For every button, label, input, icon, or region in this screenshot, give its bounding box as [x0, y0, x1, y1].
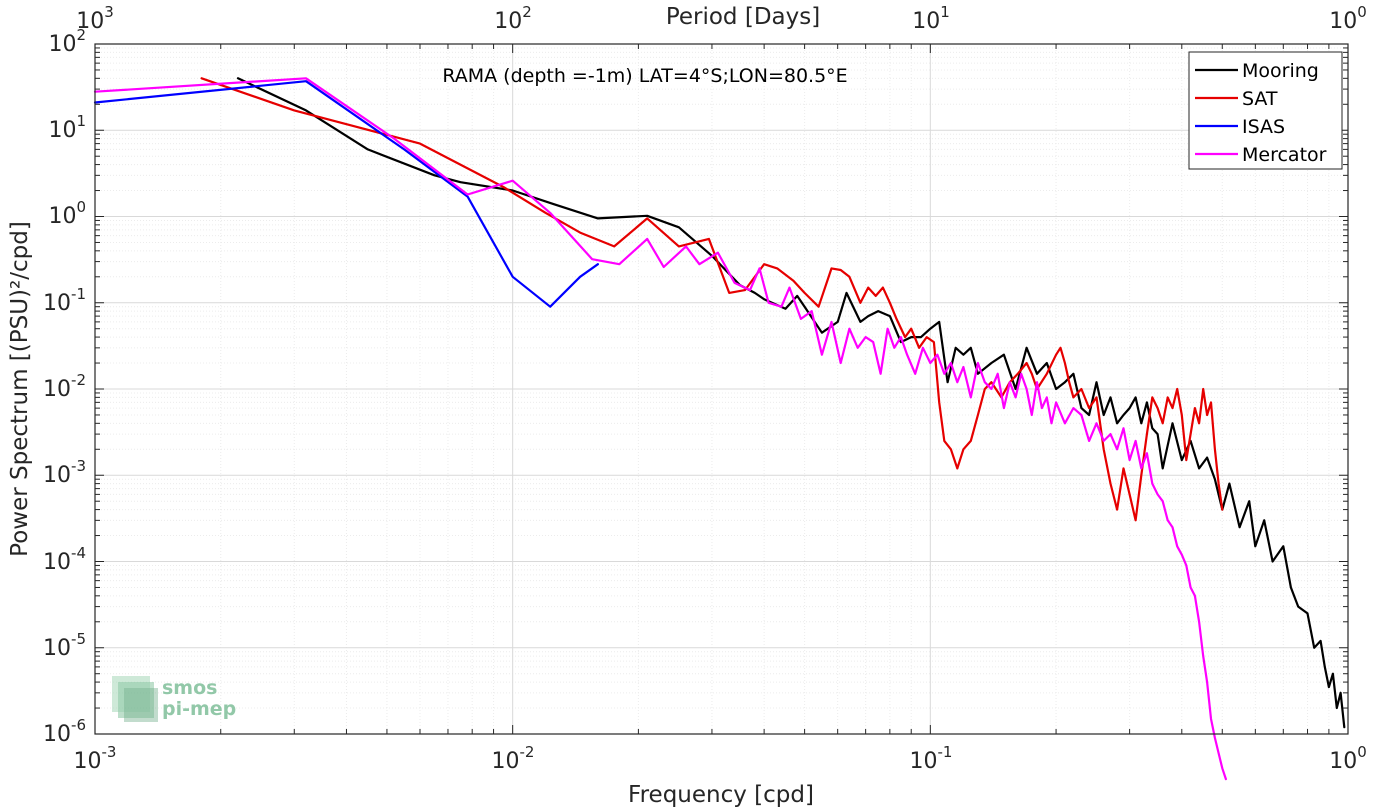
y-tick-labels: 102 101 100 10-1 10-2 10-3 10-4 10-5 10-…	[43, 26, 86, 747]
x-tick-label: 10-1	[910, 743, 953, 774]
y-tick-label: 102	[48, 26, 86, 57]
location-annotation: RAMA (depth =-1m) LAT=4°S;LON=80.5°E	[442, 65, 847, 87]
top-tick-labels: 103 102 101 100 Period [Days]	[76, 3, 1367, 34]
x-tick-labels: 10-3 10-2 10-1 100	[74, 743, 1367, 774]
legend: Mooring SAT ISAS Mercator	[1188, 51, 1343, 170]
logo-line-2: pi-mep	[162, 698, 236, 720]
legend-label-mooring: Mooring	[1242, 60, 1319, 82]
x-axis-title: Frequency [cpd]	[628, 782, 814, 808]
y-tick-label: 100	[48, 198, 86, 229]
y-tick-label: 101	[48, 112, 86, 143]
series-layer	[93, 77, 1346, 781]
y-tick-label: 10-6	[43, 716, 86, 747]
tick-marks	[94, 44, 1348, 735]
y-tick-label: 10-2	[43, 371, 86, 402]
top-tick-label: 101	[912, 3, 950, 34]
y-tick-label: 10-5	[43, 630, 86, 661]
top-tick-label: 100	[1329, 3, 1367, 34]
x-tick-label: 10-3	[74, 743, 117, 774]
series-line-isas	[93, 80, 600, 308]
y-tick-label: 10-4	[43, 544, 86, 575]
series-line-mercator	[93, 77, 1228, 781]
legend-label-mercator: Mercator	[1242, 144, 1327, 166]
y-axis-title: Power Spectrum [(PSU)²/cpd]	[7, 221, 33, 557]
legend-label-isas: ISAS	[1242, 116, 1285, 138]
top-tick-label: 102	[494, 3, 532, 34]
logo-line-1: smos	[162, 677, 217, 699]
y-tick-label: 10-1	[43, 285, 86, 316]
top-tick-label: 103	[76, 3, 114, 34]
legend-box	[1188, 51, 1343, 170]
legend-label-sat: SAT	[1242, 88, 1278, 110]
x-tick-label: 10-2	[492, 743, 535, 774]
y-tick-label: 10-3	[43, 457, 86, 488]
top-axis-title: Period [Days]	[666, 4, 820, 30]
x-tick-label: 100	[1329, 743, 1367, 774]
smos-pi-mep-logo: smos pi-mep	[112, 676, 236, 722]
